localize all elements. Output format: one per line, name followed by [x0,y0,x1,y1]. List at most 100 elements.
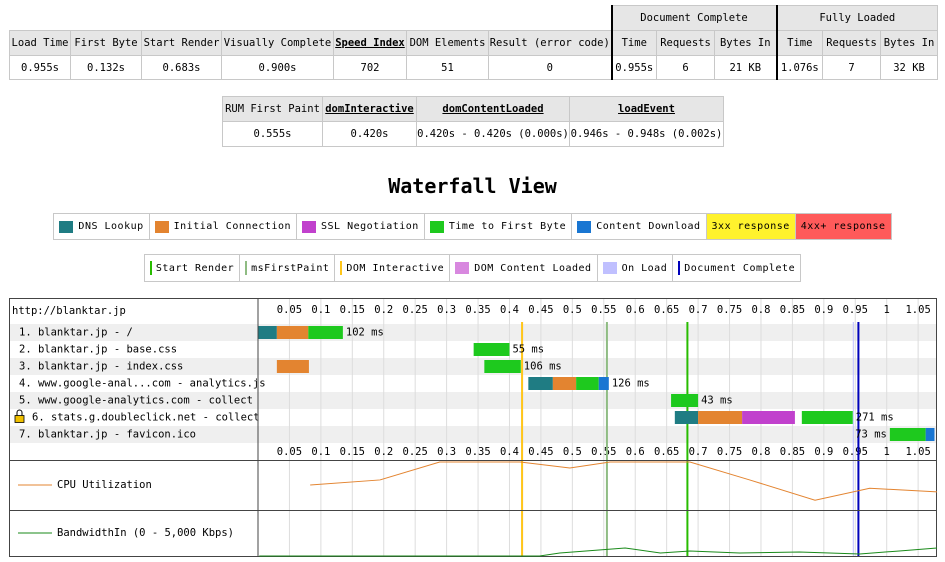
timing-bar [276,360,309,373]
legend-label: Time to First Byte [448,221,567,232]
legend-swatch [602,262,617,274]
x-tick-label: 0.95 [843,446,868,458]
x-tick-label: 0.3 [437,304,456,316]
x-tick-label: 0.15 [340,304,365,316]
x-tick-label: 0.55 [591,446,616,458]
x-tick-label: 0.85 [780,304,805,316]
x-tick-label: 0.55 [591,304,616,316]
cell: 0.946s - 0.948s (0.002s) [569,121,724,147]
row-shade [9,358,937,375]
timing-bar [308,326,343,339]
column-header: DOM Elements [406,30,489,56]
timing-bar [552,377,577,390]
column-header: Speed Index [333,30,407,56]
legend-label: Initial Connection [173,221,292,232]
legend-label: SSL Negotiation [321,221,419,232]
column-header: RUM First Paint [222,96,323,122]
legend-swatch [678,261,681,275]
legend-label: 4xx+ response [800,221,886,232]
legend-label: msFirstPaint [251,262,330,274]
timing-bar [576,377,599,390]
event-band [852,322,855,557]
paint-table: RUM First Paint domInteractive domContentL… [222,96,724,147]
duration-label: 102 ms [346,327,384,339]
legend-label: DNS Lookup [78,221,144,232]
column-header: domContentLoaded [416,96,570,122]
x-tick-label: 0.3 [437,446,456,458]
cell: 0 [487,55,613,80]
x-tick-label: 0.05 [277,446,302,458]
legend-item: 4xx+ response [795,214,891,239]
x-tick-label: 0.25 [403,304,428,316]
legend-label: Content Download [596,221,701,232]
lock-icon [16,409,23,416]
x-tick-label: 0.65 [654,304,679,316]
x-tick-label: 1 [884,446,890,458]
legend-swatch [577,220,592,233]
header-row: Load Time First Byte Start Render Visually … [9,30,939,56]
x-tick-label: 0.15 [340,446,365,458]
column-header: loadEvent [569,96,724,122]
group-row: Document Complete Fully Loaded [9,5,939,31]
request-label: 3. blanktar.jp - index.css [19,361,183,373]
duration-label: 106 ms [524,361,562,373]
header-row: RUM First Paint domInteractive domContentL… [222,96,724,122]
x-tick-label: 0.35 [465,446,490,458]
legend-swatch [340,261,343,275]
cell: 32 KB [880,55,939,80]
legend-item: On Load [598,255,674,281]
row-shade [9,426,937,443]
waterfall-title: Waterfall View [388,174,557,198]
x-tick-label: 0.45 [528,304,553,316]
blank [9,5,612,31]
column-header: Start Render [141,30,222,56]
legend-label: On Load [621,262,668,274]
column-header: Bytes In [880,30,939,56]
legend-label: 3xx response [711,221,790,232]
x-tick-label: 0.9 [814,446,833,458]
cell: 6 [656,55,716,80]
x-tick-label: 0.5 [563,446,582,458]
x-tick-label: 0.4 [500,446,519,458]
x-tick-label: 0.05 [277,304,302,316]
timing-bar [276,326,309,339]
x-tick-label: 0.8 [751,446,770,458]
duration-label: 43 ms [701,395,733,407]
x-tick-label: 0.75 [717,446,742,458]
request-label: 2. blanktar.jp - base.css [19,344,177,356]
x-tick-label: 0.9 [814,304,833,316]
graph-label: BandwidthIn (0 - 5,000 Kbps) [57,527,234,539]
x-tick-label: 0.5 [563,304,582,316]
x-tick-label: 0.4 [500,304,519,316]
legend-label: DOM Interactive [346,262,445,274]
request-label: 1. blanktar.jp - / [19,327,133,339]
legend-item: msFirstPaint [240,255,336,281]
request-label: 7. blanktar.jp - favicon.ico [19,429,196,441]
cell: 7 [822,55,882,80]
cell: 0.555s [222,121,323,147]
x-tick-label: 0.8 [751,304,770,316]
column-header: Bytes In [714,30,778,56]
legend-swatch [59,220,74,233]
cell: 0.132s [70,55,142,80]
x-tick-label: 0.7 [689,446,708,458]
timing-bar [598,377,609,390]
x-tick-label: 0.7 [689,304,708,316]
x-tick-label: 0.2 [374,304,393,316]
timing-bar [671,394,699,407]
legend-label: Start Render [155,262,235,274]
legend-label: DOM Content Loaded [474,262,592,274]
cell: 0.420s - 0.420s (0.000s) [416,121,570,147]
legend-timings: DNS Lookup Initial Connection SSL Negotiat… [0,213,945,240]
legend-swatch [429,220,444,233]
cell: 51 [406,55,489,80]
legend-item: Time to First Byte [425,214,573,239]
legend-events: Start Render msFirstPaint DOM Interactive D… [0,254,945,282]
graph-label: CPU Utilization [57,479,152,491]
timing-bar [258,326,277,339]
legend-swatch [154,220,169,233]
timing-bar [473,343,510,356]
duration-label: 126 ms [612,378,650,390]
x-tick-label: 0.35 [465,304,490,316]
row-shade [9,324,937,341]
